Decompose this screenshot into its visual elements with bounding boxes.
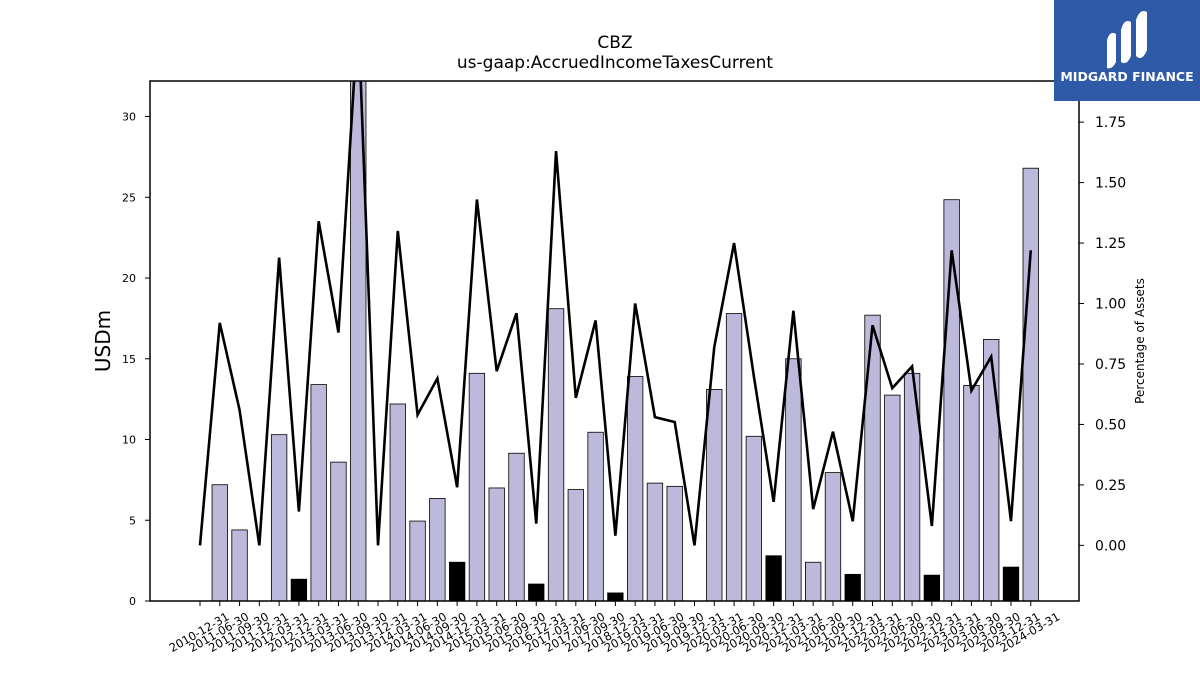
bar-2015-06-30 (488, 487, 505, 602)
bar-2022-03-31 (864, 314, 881, 602)
y-tick-label: 20 (122, 272, 136, 285)
plot-frame (149, 80, 1080, 602)
bar-2019-03-31 (627, 376, 644, 602)
y-tick-label: 15 (122, 353, 136, 366)
y-tick-label: 10 (122, 434, 136, 447)
percentage-line (198, 81, 1033, 546)
bar-2019-09-30 (666, 485, 683, 602)
y-axis-right-ticks: 0.00 0.25 0.50 0.75 1.00 1.25 1.50 1.75 (1079, 115, 1126, 554)
bar-2020-03-31 (706, 389, 723, 602)
chart-title: CBZ (597, 33, 632, 53)
x-axis-ticks: 2010-12-312011-06-302011-09-302011-12-31… (167, 601, 1062, 655)
bar-2013-06-30 (330, 461, 347, 602)
bar-2015-09-30 (508, 452, 525, 602)
bar-2021-12-31 (844, 573, 861, 602)
bar-2022-12-31 (923, 574, 941, 602)
y-tick-label: 30 (122, 111, 136, 124)
bar-2020-12-31 (765, 555, 782, 602)
bar-2017-03-31 (547, 308, 565, 602)
bar-2014-12-31 (448, 561, 466, 602)
bar-2021-06-30 (805, 561, 822, 602)
y-tick-label: 0 (129, 595, 136, 608)
y-tick-label: 5 (129, 514, 136, 527)
bar-2012-03-31 (270, 434, 288, 602)
brand-logo: MIDGARD FINANCE (1054, 0, 1200, 101)
y-tick-label: 25 (122, 191, 136, 204)
brand-name: MIDGARD FINANCE (1060, 69, 1193, 84)
y2-tick-label: 1.25 (1095, 236, 1126, 252)
y2-tick-label: 1.75 (1095, 115, 1126, 131)
y-axis-left-ticks: 0 5 10 15 20 25 30 (122, 111, 150, 608)
y-axis-left-label: USDm (91, 310, 115, 372)
bar-2021-03-31 (785, 358, 802, 602)
bar-2024-03-31 (1022, 167, 1039, 602)
bar-2018-12-31 (607, 592, 624, 602)
bar-2014-06-30 (409, 520, 426, 602)
y2-tick-label: 0.25 (1095, 478, 1126, 494)
bar-2014-09-30 (429, 498, 446, 602)
bar-2023-12-31 (1002, 566, 1020, 602)
chart-subtitle: us-gaap:AccruedIncomeTaxesCurrent (457, 53, 774, 73)
bar-series (211, 80, 1039, 602)
bar-2023-06-30 (963, 385, 980, 602)
bar-2011-06-30 (211, 484, 228, 602)
y-axis-right-label: Percentage of Assets (1133, 278, 1147, 404)
bar-2023-09-30 (983, 338, 1000, 602)
y2-tick-label: 0.00 (1095, 538, 1126, 554)
bar-2011-09-30 (231, 529, 248, 602)
bar-2012-12-31 (290, 578, 308, 602)
bar-2017-06-30 (567, 489, 584, 602)
midgard-logo-icon (1107, 11, 1147, 69)
y2-tick-label: 0.75 (1095, 357, 1126, 373)
bar-2017-09-30 (587, 431, 604, 602)
bar-2019-06-30 (646, 482, 664, 602)
bar-2016-12-31 (528, 583, 545, 602)
y2-tick-label: 1.00 (1095, 297, 1126, 313)
bar-2021-09-30 (824, 472, 842, 602)
bar-2020-06-30 (725, 313, 743, 602)
y2-tick-label: 1.50 (1095, 176, 1126, 192)
bar-2015-03-31 (468, 372, 486, 602)
y2-tick-label: 0.50 (1095, 417, 1126, 433)
line-series (198, 81, 1033, 546)
bar-2020-09-30 (745, 435, 762, 602)
bar-2014-03-31 (389, 403, 406, 602)
bar-2022-06-30 (884, 394, 901, 602)
bar-2013-03-31 (310, 384, 327, 602)
